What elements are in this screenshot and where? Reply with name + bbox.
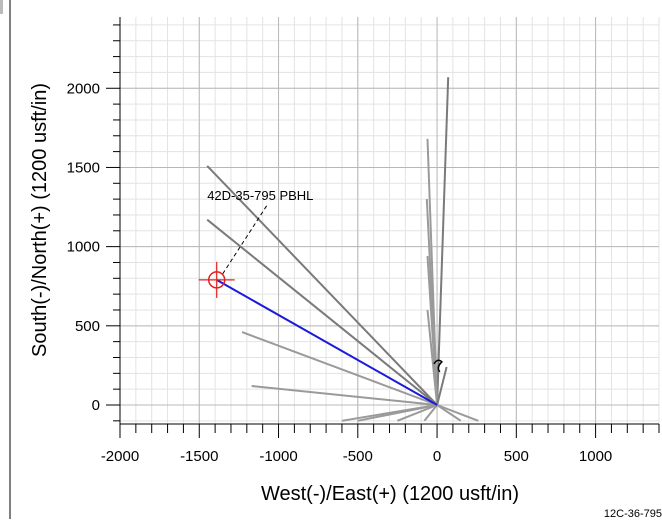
offset-wellbore-line [241, 331, 438, 406]
planned-wellbore-line [216, 279, 443, 406]
corner-well-label: 12C-36-795 [604, 508, 662, 519]
x-tick-label: 500 [504, 448, 529, 465]
offset-wellbore-line [341, 404, 438, 422]
offset-wellbore-line [251, 385, 438, 406]
x-tick-labels: -2000 -1500 -1000 -500 0 500 1000 [101, 448, 612, 465]
y-tick-labels: 0 500 1000 1500 2000 [67, 80, 100, 414]
x-tick-label: -1000 [259, 448, 297, 465]
offset-wellbore-line [423, 404, 438, 422]
y-tick-label: 1500 [67, 159, 100, 176]
annotation-label: 42D-35-795 PBHL [207, 188, 313, 203]
x-tick-label: 1000 [579, 448, 612, 465]
offset-wellbore-line [206, 218, 438, 406]
axes [106, 17, 660, 438]
offset-wellbore-line [426, 309, 439, 406]
x-tick-label: -2000 [101, 448, 139, 465]
offset-wellbore-line [436, 404, 479, 422]
offset-wellbore-line [206, 165, 438, 406]
offset-wellbore-line [436, 77, 450, 406]
x-axis-label: West(-)/East(+) (1200 usft/in) [261, 483, 519, 505]
x-tick-label: -1500 [180, 448, 218, 465]
x-tick-label: -500 [343, 448, 373, 465]
y-axis-label: South(-)/North(+) (1200 usft/in) [29, 83, 51, 357]
offset-wellbore-line [436, 404, 462, 422]
x-tick-label: 0 [433, 448, 441, 465]
offset-wellbore-lines [206, 77, 479, 422]
y-tick-label: 2000 [67, 80, 100, 97]
survey-squiggle [433, 359, 443, 373]
edge-marker [0, 0, 3, 14]
y-tick-label: 0 [92, 397, 100, 414]
planned-wellbore-path [216, 279, 438, 406]
offset-wellbore-line [436, 366, 448, 406]
target-annotation: 42D-35-795 PBHL [207, 188, 313, 275]
offset-wellbore-line [397, 404, 438, 422]
target-crosshair [198, 261, 235, 298]
y-tick-label: 500 [75, 318, 100, 335]
y-tick-label: 1000 [67, 239, 100, 256]
